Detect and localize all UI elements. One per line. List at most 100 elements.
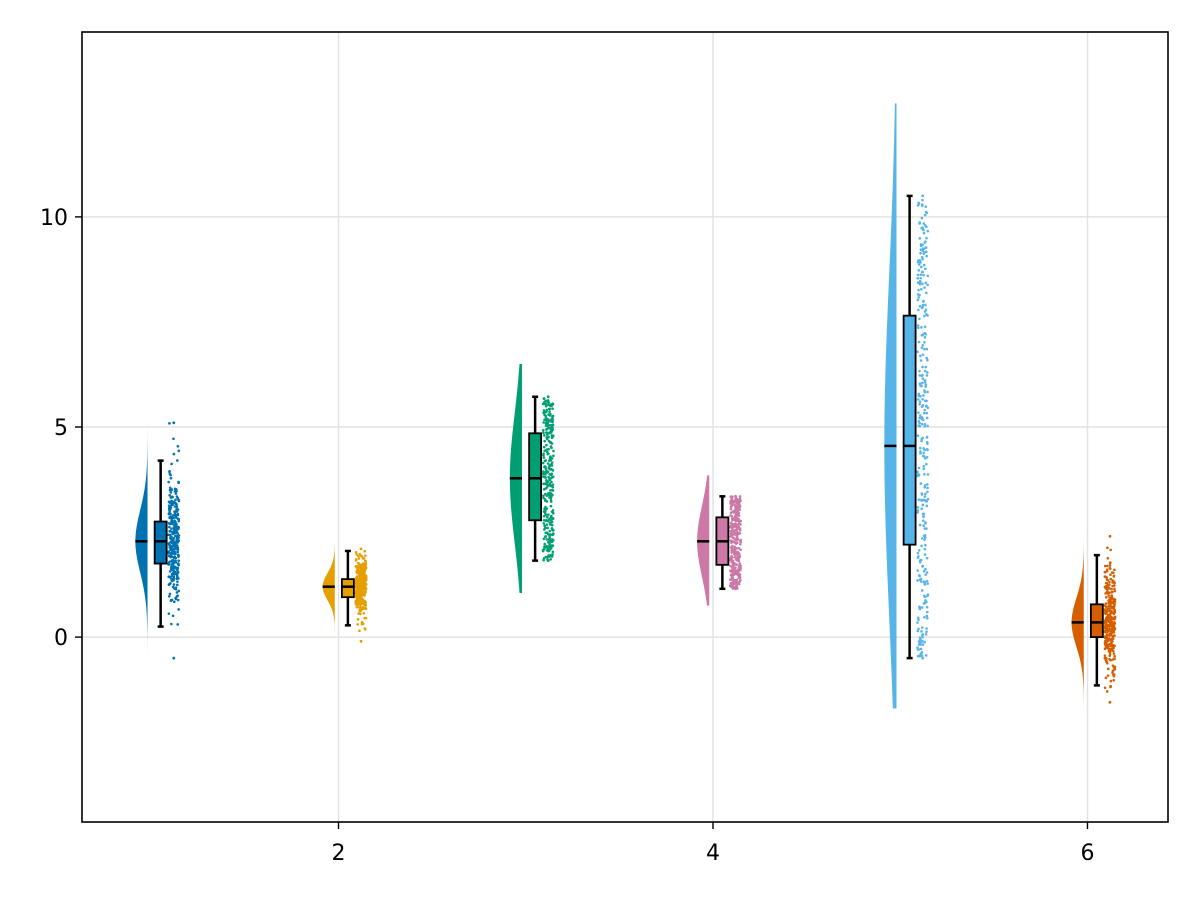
rain-point-1 — [168, 488, 172, 492]
cloud-group-5 — [884, 103, 897, 709]
rain-point-5 — [925, 627, 928, 630]
rain-point-3 — [551, 415, 554, 419]
rain-point-5 — [920, 439, 923, 443]
rain-point-3 — [551, 528, 555, 532]
rain-point-3 — [551, 523, 554, 527]
rain-point-4 — [730, 497, 734, 500]
rain-point-5 — [919, 384, 922, 387]
rain-point-3 — [545, 471, 549, 474]
rain-point-6 — [1111, 617, 1114, 621]
rain-point-5 — [916, 556, 920, 559]
rain-point-3 — [552, 449, 555, 453]
rain-point-5 — [925, 579, 929, 583]
rain-point-2 — [363, 627, 367, 630]
rain-point-5 — [925, 630, 928, 634]
rain-point-6 — [1105, 568, 1109, 571]
rain-point-2 — [362, 611, 366, 615]
rain-point-5 — [917, 340, 921, 344]
rain-point-1 — [175, 577, 179, 581]
rain-point-5 — [917, 288, 920, 292]
rain-point-4 — [738, 531, 742, 535]
rain-point-5 — [926, 473, 930, 476]
rain-point-6 — [1108, 580, 1111, 584]
rain-point-3 — [549, 500, 553, 503]
rain-point-4 — [735, 534, 739, 538]
rain-point-3 — [542, 518, 546, 522]
rain-point-4 — [729, 539, 733, 542]
rain-point-5 — [924, 521, 927, 524]
rain-point-5 — [921, 365, 924, 369]
rain-point-6 — [1105, 659, 1108, 663]
rain-point-4 — [738, 542, 742, 546]
rain-point-5 — [922, 524, 926, 527]
rain-point-3 — [547, 447, 550, 451]
rain-point-4 — [736, 502, 740, 506]
rain-point-1 — [176, 550, 180, 554]
rain-point-5 — [916, 621, 919, 624]
rain-point-3 — [551, 544, 555, 547]
rain-point-6 — [1112, 574, 1116, 578]
rain-layer — [167, 194, 1117, 704]
rain-point-5 — [923, 314, 926, 318]
rain-point-3 — [544, 402, 547, 406]
rain-point-5 — [917, 643, 921, 646]
rain-point-5 — [925, 462, 928, 466]
rain-point-5 — [916, 324, 920, 327]
rain-point-5 — [919, 580, 923, 583]
rain-point-5 — [924, 205, 928, 208]
rain-point-5 — [923, 408, 926, 412]
rain-point-3 — [551, 407, 554, 410]
rain-point-3 — [546, 462, 550, 465]
rain-point-5 — [920, 346, 924, 350]
rain-point-4 — [736, 541, 739, 545]
rain-point-6 — [1111, 597, 1114, 601]
rain-point-5 — [916, 259, 920, 262]
rain-point-5 — [925, 225, 928, 229]
rain-point-4 — [737, 514, 741, 517]
rain-point-3 — [546, 399, 550, 403]
rain-point-5 — [920, 216, 924, 220]
rain-point-6 — [1105, 605, 1108, 609]
rain-point-2 — [359, 547, 363, 551]
rain-point-6 — [1110, 591, 1113, 594]
rain-point-4 — [736, 518, 739, 522]
rain-point-5 — [925, 440, 929, 444]
rain-point-3 — [544, 424, 548, 428]
rain-point-3 — [551, 419, 554, 422]
rain-point-3 — [544, 399, 547, 403]
rain-point-5 — [920, 507, 924, 511]
rain-point-1 — [174, 566, 178, 570]
rain-point-6 — [1113, 610, 1117, 614]
rain-point-6 — [1108, 700, 1112, 704]
rain-point-1 — [177, 449, 181, 453]
rain-point-4 — [737, 582, 741, 586]
rain-point-5 — [918, 282, 922, 286]
rain-point-5 — [919, 280, 922, 284]
rain-point-5 — [924, 567, 927, 571]
rain-point-6 — [1112, 678, 1116, 682]
rain-point-5 — [919, 482, 923, 485]
rain-point-3 — [549, 544, 553, 547]
rain-point-5 — [918, 402, 921, 406]
rain-point-5 — [926, 594, 929, 598]
rain-point-4 — [733, 509, 736, 512]
rain-point-5 — [923, 595, 927, 599]
rain-point-3 — [545, 481, 549, 485]
rain-point-5 — [916, 551, 920, 555]
cloud-group-2 — [322, 542, 335, 650]
rain-point-2 — [357, 592, 360, 596]
rain-point-4 — [738, 575, 742, 579]
rain-point-3 — [543, 507, 546, 511]
rain-point-5 — [921, 270, 925, 274]
rain-point-1 — [175, 503, 178, 506]
rain-point-3 — [545, 531, 549, 535]
rain-point-5 — [920, 422, 924, 426]
rain-point-5 — [926, 274, 930, 278]
rain-point-5 — [918, 374, 922, 377]
rain-point-1 — [174, 498, 177, 502]
rain-point-5 — [919, 394, 922, 398]
rain-point-1 — [170, 549, 174, 553]
rain-point-3 — [550, 404, 554, 407]
rain-point-5 — [916, 470, 919, 474]
